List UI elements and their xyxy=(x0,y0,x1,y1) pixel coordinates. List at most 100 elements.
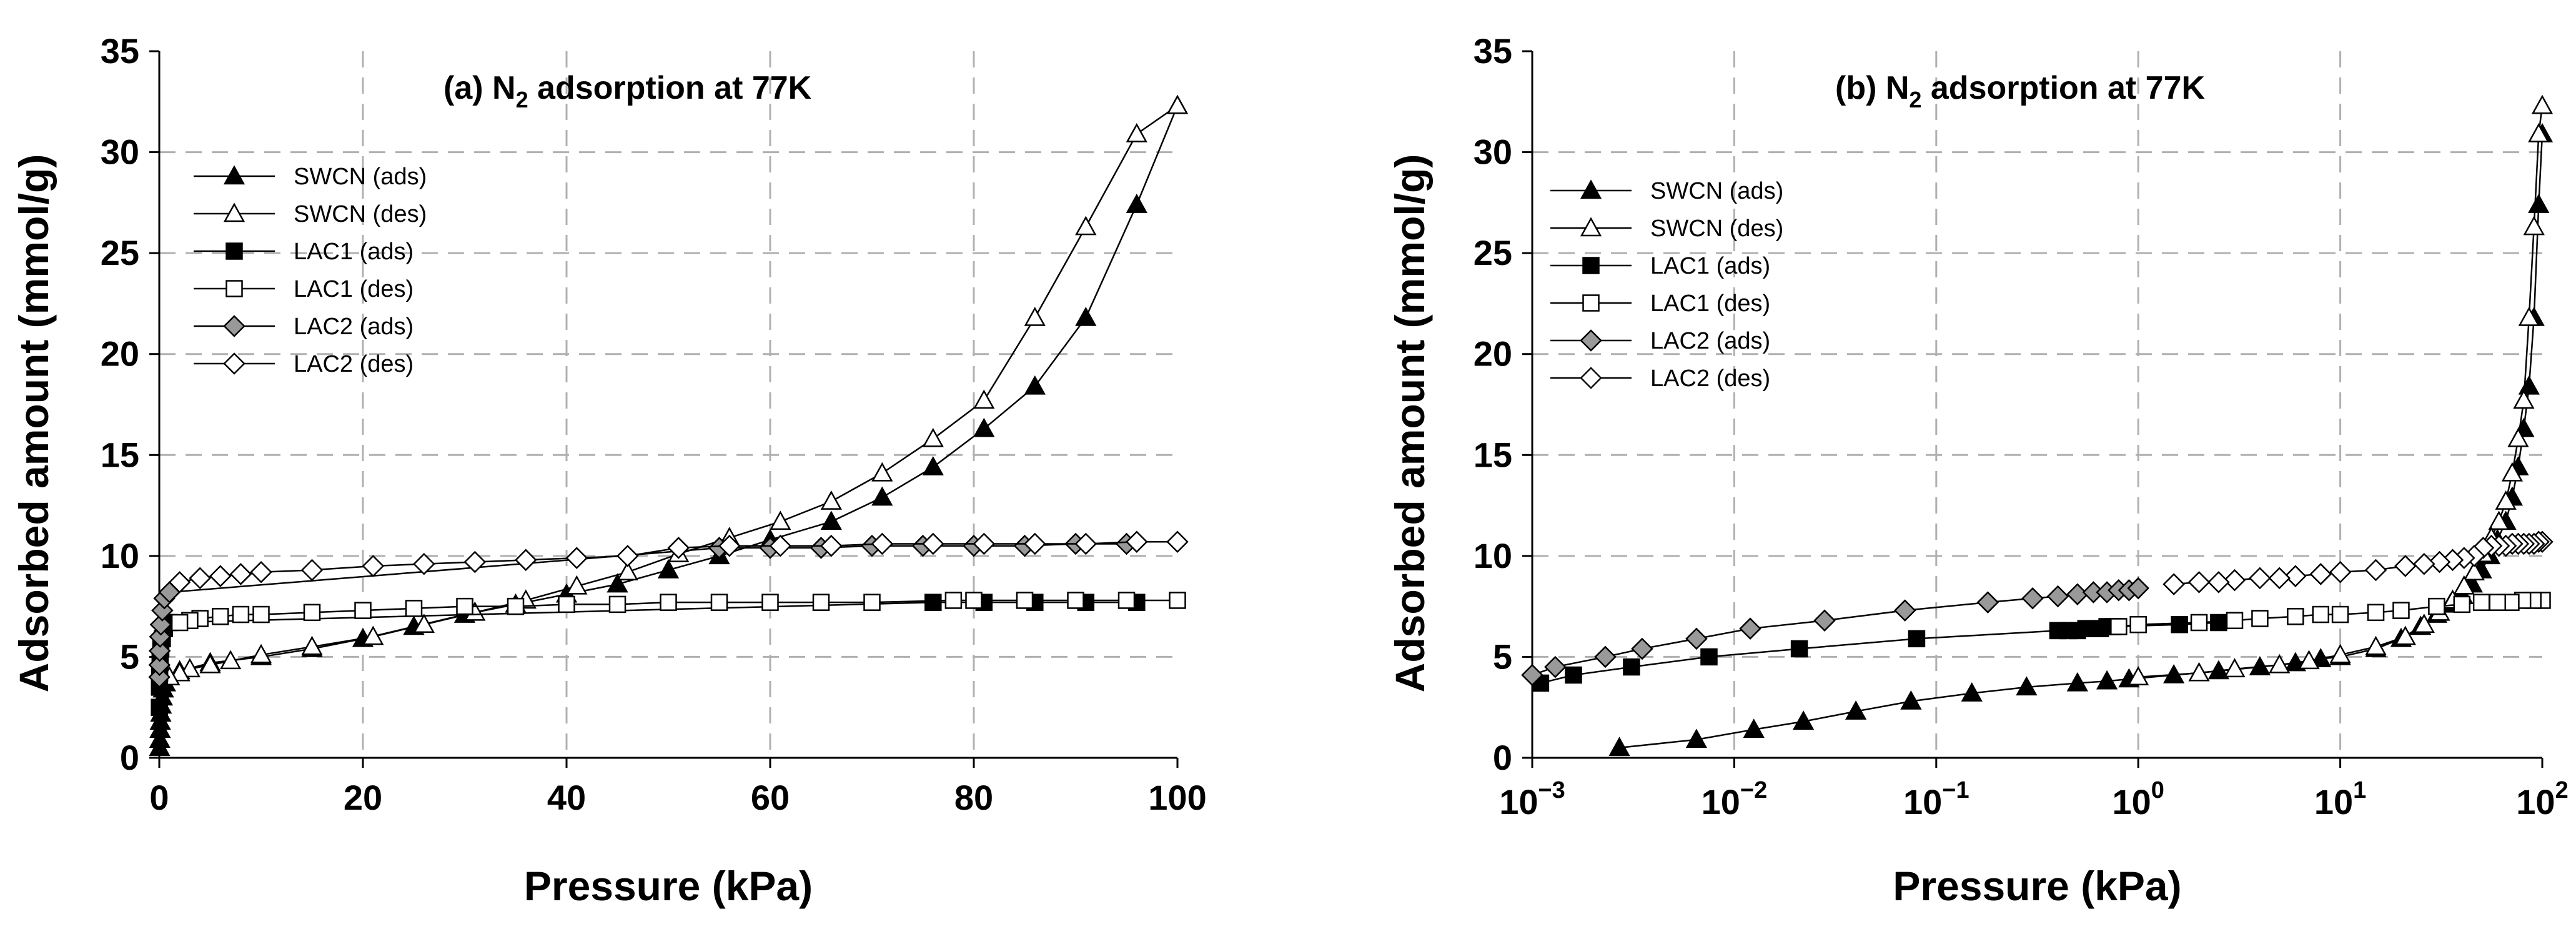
data-point xyxy=(1845,700,1867,720)
data-point xyxy=(2501,462,2524,482)
data-point xyxy=(2331,605,2349,623)
data-point xyxy=(199,653,221,673)
y-tick-label: 15 xyxy=(101,435,139,474)
data-point xyxy=(1685,728,1708,748)
data-point xyxy=(1908,630,1926,648)
legend-marker xyxy=(1580,179,1602,199)
data-point xyxy=(566,575,588,595)
x-tick-base: 10 xyxy=(1903,782,1942,822)
data-point xyxy=(863,594,881,611)
y-tick-label: 20 xyxy=(101,334,139,374)
data-point xyxy=(2329,560,2352,584)
data-point xyxy=(250,643,272,663)
x-tick-base: 10 xyxy=(1702,782,1740,822)
data-point xyxy=(2413,614,2435,633)
series-lac2-des xyxy=(168,530,1189,594)
data-point xyxy=(456,597,473,615)
data-point xyxy=(149,728,171,748)
data-point xyxy=(252,605,270,623)
data-point xyxy=(189,567,211,590)
data-point xyxy=(657,559,680,579)
y-axis-label: Adsorbed amount (mmol/g) xyxy=(1387,154,1433,693)
data-point xyxy=(1565,666,1582,684)
legend-label: LAC2 (des) xyxy=(1650,365,1770,392)
data-point xyxy=(171,614,189,632)
data-point xyxy=(303,604,321,622)
data-point xyxy=(212,608,229,625)
x-axis-label: Pressure (kPa) xyxy=(1893,863,2181,909)
data-point xyxy=(2251,610,2269,627)
data-point xyxy=(871,462,893,482)
data-point xyxy=(1126,194,1147,213)
data-point xyxy=(558,595,575,614)
data-point xyxy=(149,613,172,636)
data-point xyxy=(769,534,792,557)
legend-label: LAC2 (des) xyxy=(294,351,414,377)
data-point xyxy=(2528,194,2550,213)
plot-area xyxy=(148,94,1189,757)
x-tick-label: 80 xyxy=(954,778,993,817)
data-point xyxy=(1976,591,1999,614)
data-point xyxy=(229,563,252,585)
x-tick-exponent: −3 xyxy=(1538,777,1565,803)
data-point xyxy=(660,594,677,611)
data-point xyxy=(1685,627,1708,650)
data-point xyxy=(2489,594,2507,611)
legend-label: LAC1 (des) xyxy=(294,276,414,302)
legend-label: SWCN (des) xyxy=(1650,216,1783,242)
data-point xyxy=(2021,587,2044,610)
data-point xyxy=(2441,549,2464,572)
chart-title-main: (b) N xyxy=(1835,70,1909,106)
legend-marker xyxy=(225,280,243,297)
data-point xyxy=(2507,427,2529,447)
x-tick-label: 100 xyxy=(1148,778,1206,817)
series-swcn-des xyxy=(159,94,1189,685)
data-point xyxy=(2066,672,2088,692)
data-point xyxy=(148,639,171,662)
data-point xyxy=(362,555,385,577)
data-point xyxy=(2226,612,2244,630)
data-point xyxy=(617,561,638,580)
y-tick-label: 30 xyxy=(101,132,139,172)
data-point xyxy=(2129,615,2147,633)
data-point xyxy=(149,625,172,648)
data-point xyxy=(1024,306,1046,326)
data-point xyxy=(2312,605,2330,623)
legend: SWCN (ads) SWCN (des) LAC1 (ads) LAC1 (des)… xyxy=(1550,178,1783,392)
x-tick-label: 100 xyxy=(2112,777,2164,822)
y-tick-label: 10 xyxy=(1474,536,1512,575)
y-axis-label: Adsorbed amount (mmol/g) xyxy=(11,154,57,693)
series-lac1-des xyxy=(171,592,1186,632)
data-point xyxy=(2046,585,2069,608)
data-point xyxy=(2453,575,2475,595)
data-point xyxy=(2223,569,2246,592)
data-point xyxy=(1521,663,1543,687)
legend-marker xyxy=(1580,329,1602,352)
data-point xyxy=(2162,573,2185,595)
data-point xyxy=(922,532,944,555)
data-point xyxy=(1900,690,1922,710)
data-point xyxy=(148,665,171,688)
y-tick-label: 35 xyxy=(1474,31,1512,71)
x-tick-base: 10 xyxy=(2314,782,2353,822)
data-point xyxy=(1075,216,1097,236)
data-point xyxy=(820,510,842,530)
data-point xyxy=(1739,617,1761,640)
legend-marker xyxy=(223,352,245,375)
data-point xyxy=(1075,306,1097,326)
data-point xyxy=(405,600,423,617)
data-point xyxy=(2128,666,2149,685)
data-point xyxy=(219,650,242,670)
data-point xyxy=(300,559,324,582)
legend-label: LAC1 (ads) xyxy=(294,239,414,265)
data-point xyxy=(2190,614,2208,632)
y-tick-label: 10 xyxy=(101,536,139,575)
data-point xyxy=(1790,640,1808,658)
legend-label: LAC1 (des) xyxy=(1650,291,1770,317)
data-point xyxy=(871,486,893,506)
data-point xyxy=(871,532,894,555)
x-axis-label: Pressure (kPa) xyxy=(524,863,813,909)
data-point xyxy=(2016,676,2038,696)
